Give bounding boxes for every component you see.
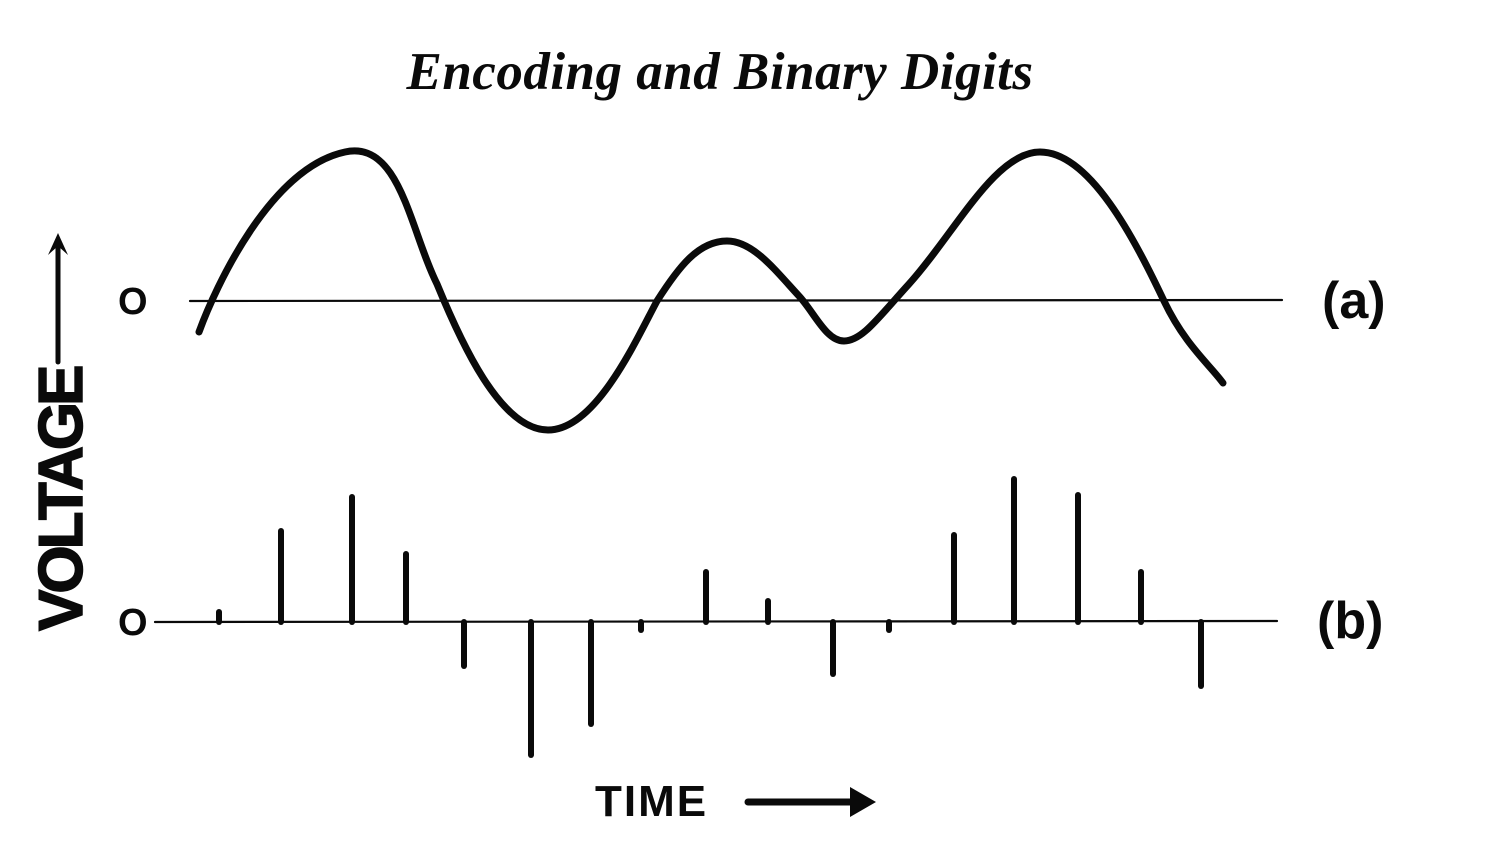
svg-text:O: O [118, 602, 148, 644]
svg-text:O: O [118, 281, 148, 323]
svg-text:(b): (b) [1317, 592, 1383, 650]
svg-text:(a): (a) [1322, 272, 1386, 330]
svg-text:VOLTAGE: VOLTAGE [27, 367, 96, 631]
svg-text:TIME: TIME [595, 777, 708, 826]
